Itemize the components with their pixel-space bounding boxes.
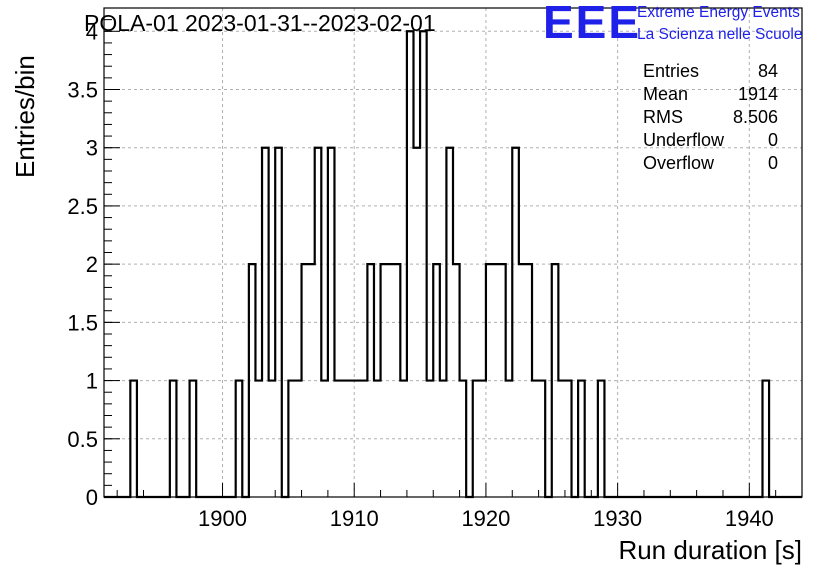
eee-logo: EEE Extreme Energy Events La Scienza nel…	[543, 0, 833, 48]
y-tick-label: 2	[86, 252, 98, 277]
stats-box: Entries 84 Mean 1914 RMS 8.506 Underflow 0 O…	[643, 60, 780, 175]
y-tick-label: 4	[86, 19, 98, 44]
stat-rms: RMS 8.506	[643, 107, 778, 127]
y-axis-label: Entries/bin	[10, 55, 40, 178]
stat-underflow: Underflow 0	[643, 130, 778, 150]
x-tick-label: 1900	[198, 506, 247, 531]
y-tick-label: 3	[86, 136, 98, 161]
y-tick-label: 0.5	[67, 427, 98, 452]
tick-labels: 0 0.5 1 1.5 2 2.5 3 3.5 4 1900 1910 1920 1930 1940	[67, 19, 773, 531]
y-tick-label: 3.5	[67, 78, 98, 103]
stat-overflow: Overflow 0	[643, 153, 778, 173]
x-axis-label: Run duration [s]	[618, 535, 802, 565]
stat-entries: Entries 84	[643, 61, 778, 81]
axis-ticks	[104, 19, 803, 498]
y-tick-label: 0	[86, 485, 98, 510]
y-tick-label: 2.5	[67, 194, 98, 219]
logo-line-2: La Scienza nelle Scuole	[637, 26, 803, 43]
x-tick-label: 1940	[725, 506, 774, 531]
x-tick-label: 1920	[461, 506, 510, 531]
y-tick-label: 1	[86, 369, 98, 394]
x-tick-label: 1930	[593, 506, 642, 531]
x-tick-label: 1910	[330, 506, 379, 531]
stat-mean: Mean 1914	[643, 84, 778, 104]
logo-mark: EEE	[543, 0, 642, 48]
chart-title: POLA-01 2023-01-31--2023-02-01	[84, 10, 436, 36]
plot-frame	[103, 7, 803, 498]
logo-line-1: Extreme Energy Events	[637, 4, 800, 21]
y-tick-label: 1.5	[67, 310, 98, 335]
